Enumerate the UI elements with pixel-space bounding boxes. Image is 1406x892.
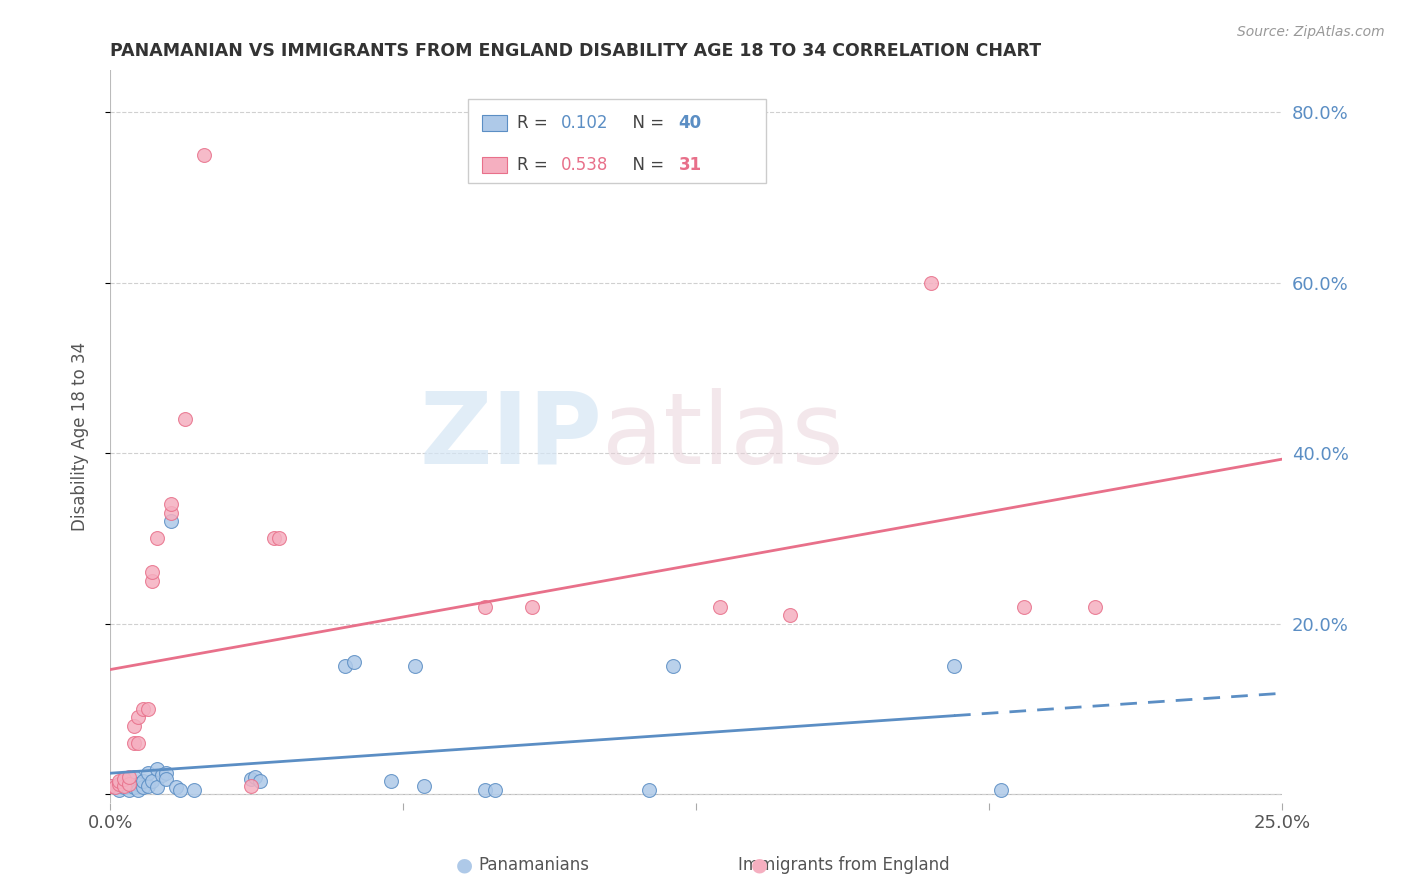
Text: N =: N = bbox=[623, 156, 669, 174]
Point bbox=[245, 770, 267, 784]
Point bbox=[122, 736, 145, 750]
Text: 40: 40 bbox=[679, 113, 702, 131]
Point bbox=[108, 774, 131, 789]
Point bbox=[343, 655, 366, 669]
Point bbox=[118, 779, 141, 793]
Point bbox=[118, 770, 141, 784]
Point bbox=[990, 782, 1012, 797]
Point bbox=[160, 506, 183, 520]
Point bbox=[108, 777, 131, 791]
Point bbox=[132, 774, 155, 789]
Point bbox=[136, 779, 159, 793]
Point bbox=[174, 412, 197, 426]
Point bbox=[108, 777, 131, 791]
Point bbox=[413, 779, 436, 793]
Point bbox=[112, 774, 135, 789]
Text: 31: 31 bbox=[679, 156, 702, 174]
Point bbox=[141, 566, 163, 580]
Point bbox=[1014, 599, 1036, 614]
Text: 0.538: 0.538 bbox=[561, 156, 609, 174]
Point bbox=[122, 770, 145, 784]
Point bbox=[183, 782, 205, 797]
Text: N =: N = bbox=[623, 113, 669, 131]
Point bbox=[709, 599, 731, 614]
Text: Immigrants from England: Immigrants from England bbox=[738, 856, 949, 874]
Point bbox=[108, 782, 131, 797]
Point bbox=[474, 599, 496, 614]
Point bbox=[98, 779, 121, 793]
Text: 0.102: 0.102 bbox=[561, 113, 609, 131]
Point bbox=[112, 780, 135, 795]
Point bbox=[132, 702, 155, 716]
Point bbox=[165, 780, 187, 795]
Point bbox=[141, 774, 163, 789]
FancyBboxPatch shape bbox=[482, 157, 508, 173]
Point bbox=[239, 779, 262, 793]
Point bbox=[239, 772, 262, 786]
Text: ZIP: ZIP bbox=[419, 388, 602, 484]
Point bbox=[118, 777, 141, 791]
Point bbox=[1084, 599, 1107, 614]
Text: Source: ZipAtlas.com: Source: ZipAtlas.com bbox=[1237, 25, 1385, 39]
Text: atlas: atlas bbox=[602, 388, 844, 484]
Text: R =: R = bbox=[517, 113, 553, 131]
Text: ●: ● bbox=[751, 855, 768, 875]
Point bbox=[127, 777, 149, 791]
Text: Panamanians: Panamanians bbox=[479, 856, 589, 874]
Point bbox=[263, 532, 285, 546]
Point bbox=[112, 772, 135, 786]
Point bbox=[520, 599, 543, 614]
Point bbox=[484, 782, 506, 797]
Point bbox=[474, 782, 496, 797]
Point bbox=[380, 774, 402, 789]
Point bbox=[104, 780, 127, 795]
Point bbox=[160, 497, 183, 511]
Point bbox=[127, 736, 149, 750]
Point bbox=[943, 659, 966, 673]
Text: R =: R = bbox=[517, 156, 553, 174]
Point bbox=[155, 765, 177, 780]
Point bbox=[146, 780, 169, 795]
Point bbox=[112, 779, 135, 793]
Point bbox=[127, 782, 149, 797]
Point bbox=[160, 514, 183, 528]
Point bbox=[136, 702, 159, 716]
Point bbox=[122, 780, 145, 795]
Point bbox=[267, 532, 290, 546]
Point bbox=[146, 762, 169, 776]
Point bbox=[193, 148, 215, 162]
Point bbox=[155, 772, 177, 786]
Text: ●: ● bbox=[456, 855, 472, 875]
Point bbox=[146, 532, 169, 546]
Point bbox=[404, 659, 426, 673]
Point bbox=[132, 780, 155, 795]
FancyBboxPatch shape bbox=[482, 114, 508, 130]
Point bbox=[136, 765, 159, 780]
Point bbox=[104, 780, 127, 795]
Point bbox=[249, 774, 271, 789]
FancyBboxPatch shape bbox=[468, 99, 766, 183]
Point bbox=[779, 608, 801, 623]
Point bbox=[638, 782, 661, 797]
Text: PANAMANIAN VS IMMIGRANTS FROM ENGLAND DISABILITY AGE 18 TO 34 CORRELATION CHART: PANAMANIAN VS IMMIGRANTS FROM ENGLAND DI… bbox=[110, 42, 1042, 60]
Point bbox=[122, 719, 145, 733]
Point bbox=[920, 276, 942, 290]
Y-axis label: Disability Age 18 to 34: Disability Age 18 to 34 bbox=[72, 342, 89, 531]
Point bbox=[333, 659, 356, 673]
Point bbox=[150, 768, 173, 782]
Point bbox=[141, 574, 163, 588]
Point bbox=[98, 779, 121, 793]
Point bbox=[127, 710, 149, 724]
Point bbox=[118, 782, 141, 797]
Point bbox=[169, 782, 191, 797]
Point bbox=[661, 659, 683, 673]
